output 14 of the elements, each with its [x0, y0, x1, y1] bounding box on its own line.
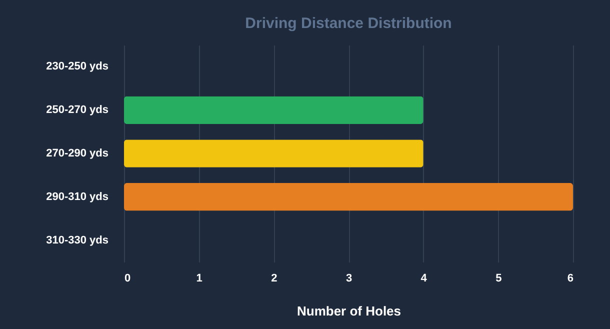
x-tick-label: 2	[271, 272, 278, 284]
x-tick-label: 3	[346, 272, 352, 284]
x-axis-title: Number of Holes	[296, 304, 402, 318]
x-tick-label: 4	[420, 272, 428, 284]
x-tick-label: 0	[124, 272, 131, 284]
x-tick-label: 6	[567, 272, 574, 284]
y-tick-label: 230-250 yds	[46, 60, 108, 73]
y-tick-label: 270-290 yds	[46, 148, 108, 160]
x-tick-label: 5	[496, 272, 502, 284]
y-tick-label: 250-270 yds	[46, 104, 108, 116]
y-tick-label: 290-310 yds	[46, 190, 108, 203]
x-tick-label: 1	[196, 272, 202, 284]
chart-title: Driving Distance Distribution	[245, 15, 452, 32]
y-tick-label: 310-330 yds	[46, 234, 108, 246]
